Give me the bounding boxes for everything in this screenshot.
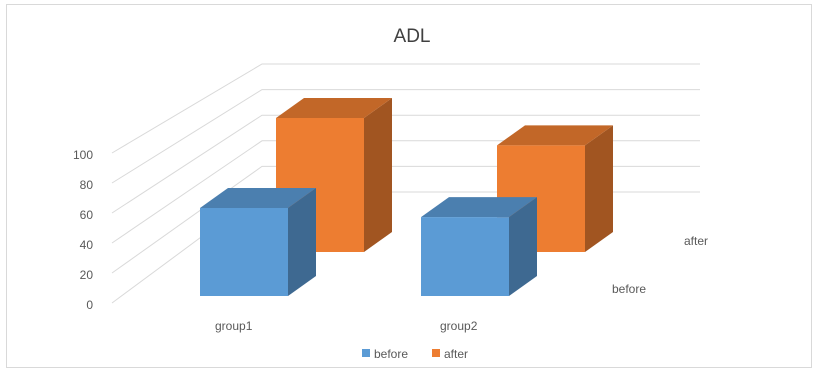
depth-label: before — [612, 282, 646, 296]
legend-label-before: before — [374, 347, 408, 361]
bar-after-group1-top — [276, 98, 392, 118]
category-label: group1 — [215, 319, 253, 333]
bar-before-group1 — [200, 208, 288, 296]
chart-title: ADL — [394, 26, 431, 47]
bar-before-group1-side — [288, 188, 316, 296]
legend: before after — [362, 347, 468, 361]
gridline — [111, 63, 700, 154]
y-axis-tick-labels: 0 20 40 60 80 100 — [73, 148, 93, 312]
legend-label-after: after — [444, 347, 468, 361]
gridline — [111, 89, 700, 184]
bar-before-group1-top — [200, 188, 316, 208]
depth-labels: before after — [612, 234, 708, 296]
gridline — [111, 114, 700, 214]
bar-before-group2 — [421, 217, 509, 296]
y-tick-label: 100 — [73, 148, 93, 162]
bar-before-group2-top — [421, 197, 537, 218]
bar-after-group1-side — [364, 98, 392, 252]
legend-swatch-before — [362, 349, 370, 357]
legend-swatch-after — [432, 349, 440, 357]
y-tick-label: 20 — [80, 268, 94, 282]
bar-before-group2-side — [509, 197, 537, 296]
bars — [200, 98, 613, 296]
depth-label: after — [684, 234, 708, 248]
category-labels: group1 group2 — [215, 319, 478, 333]
chart-frame — [6, 4, 812, 368]
y-tick-label: 80 — [80, 178, 94, 192]
bar-after-group2-side — [585, 125, 613, 252]
y-tick-label: 0 — [86, 298, 93, 312]
y-tick-label: 40 — [80, 238, 94, 252]
y-tick-label: 60 — [80, 208, 94, 222]
category-label: group2 — [440, 319, 478, 333]
bar-after-group2-top — [497, 125, 613, 146]
